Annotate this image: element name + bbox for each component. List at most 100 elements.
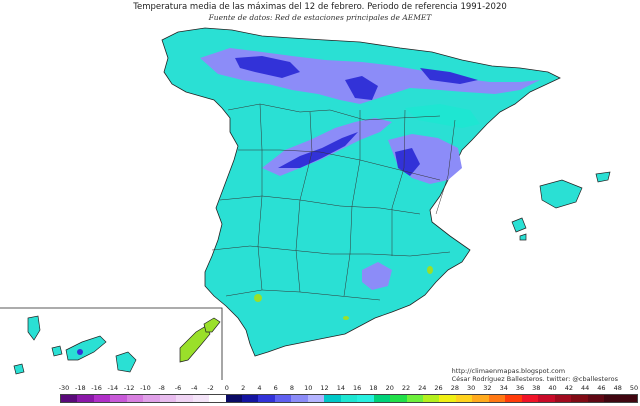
canary-islands-inset [0, 307, 223, 380]
legend-swatch [143, 395, 160, 402]
legend-swatch [390, 395, 407, 402]
la-palma [27, 315, 41, 341]
north-very-cold-2 [345, 76, 378, 100]
legend-label: 22 [401, 384, 411, 392]
legend-label: -10 [140, 384, 151, 392]
formentera [519, 233, 527, 241]
map-subtitle: Fuente de datos: Red de estaciones princ… [208, 13, 432, 22]
legend-swatch [93, 395, 111, 402]
legend-label: -8 [158, 384, 165, 392]
legend-label: -14 [107, 384, 119, 392]
sistema-central-very-cold [278, 132, 358, 168]
legend-label: 34 [499, 384, 508, 392]
la-gomera [51, 345, 63, 357]
legend-swatch [340, 395, 358, 402]
legend-swatch [373, 395, 391, 402]
tenerife [65, 335, 107, 361]
legend-swatch [159, 395, 177, 402]
legend-label: 48 [613, 384, 622, 392]
legend-label: 8 [289, 384, 295, 392]
legend-swatch [488, 395, 506, 402]
el-hierro [13, 363, 25, 375]
legend-label: 4 [257, 384, 262, 392]
credits-author: César Rodríguez Ballesteros. twitter: @c… [451, 375, 618, 383]
legend-label: -18 [74, 384, 86, 392]
legend-swatch [77, 395, 94, 402]
legend-label: 16 [353, 384, 362, 392]
legend-swatch [110, 395, 127, 402]
legend-swatch [241, 395, 259, 402]
legend-swatch [61, 395, 78, 402]
credits-url: http://climaenmapas.blogspot.com [451, 367, 566, 375]
ibiza [511, 217, 527, 233]
legend-swatch [209, 395, 226, 402]
legend-swatch [274, 395, 292, 402]
legend-label: -16 [91, 384, 102, 392]
legend-label: -30 [58, 384, 70, 392]
legend-swatch [521, 395, 539, 402]
legend-label: 2 [241, 384, 246, 392]
malaga-warm-spot [343, 316, 349, 320]
north-very-cold-3 [420, 68, 478, 84]
map-title: Temperatura media de las máximas del 12 … [133, 2, 507, 12]
legend-label: 30 [467, 384, 476, 392]
legend-swatch [571, 395, 588, 402]
guadalquivir-warm-spot [254, 294, 262, 302]
lanzarote [203, 317, 221, 333]
almeria-warm-spot [427, 266, 433, 274]
legend-swatch [505, 395, 522, 402]
legend-label: 26 [434, 384, 443, 392]
legend-swatch [554, 395, 572, 402]
legend-labels: -30 -18 -16 -14 -12 -10 -8 -6 -4 -2 0 2 4 6 8 10 12 14 16 1… [58, 384, 639, 393]
legend-swatch [225, 395, 242, 402]
legend-label: 40 [548, 384, 557, 392]
legend-label: 6 [273, 384, 278, 392]
legend-swatch [587, 395, 604, 402]
legend-swatch [324, 395, 341, 402]
legend-label: 38 [532, 384, 541, 392]
sierra-nevada-cold-zone [362, 262, 392, 290]
legend-label: 24 [418, 384, 427, 392]
inset-frame [0, 307, 223, 380]
legend-swatch [357, 395, 374, 402]
legend-swatch [406, 395, 423, 402]
legend-swatch [422, 395, 440, 402]
legend-swatch [307, 395, 325, 402]
legend-label: -2 [207, 384, 214, 392]
credits-block: http://climaenmapas.blogspot.com César R… [452, 367, 618, 383]
legend-colorbar [60, 394, 638, 403]
legend-label: 44 [581, 384, 590, 392]
legend-label: 36 [515, 384, 525, 392]
ebro-valley [405, 104, 480, 128]
legend-swatch [538, 395, 555, 402]
legend-label: 12 [320, 384, 329, 392]
legend-label: 46 [597, 384, 606, 392]
legend-label: 18 [369, 384, 378, 392]
legend-swatch [192, 395, 210, 402]
color-legend: -30 -18 -16 -14 -12 -10 -8 -6 -4 -2 0 2 4 6 8 10 12 14 16 1… [58, 384, 639, 404]
mallorca [539, 179, 583, 209]
fuerteventura [179, 325, 211, 363]
legend-swatch [176, 395, 193, 402]
legend-label: 28 [450, 384, 459, 392]
legend-label: 42 [564, 384, 573, 392]
legend-swatch [258, 395, 275, 402]
legend-label: 10 [304, 384, 313, 392]
province-borders [211, 103, 456, 301]
legend-swatch [472, 395, 489, 402]
legend-label: 32 [483, 384, 492, 392]
legend-label: 50 [629, 384, 639, 392]
legend-swatch [291, 395, 308, 402]
legend-label: -12 [123, 384, 135, 392]
legend-label: -4 [191, 384, 198, 392]
legend-label: 20 [385, 384, 394, 392]
legend-label: -6 [174, 384, 182, 392]
legend-label: 0 [224, 384, 229, 392]
legend-swatch [455, 395, 473, 402]
legend-swatch [620, 395, 637, 402]
menorca [595, 171, 611, 183]
iberico-very-cold [395, 148, 420, 176]
gran-canaria [115, 351, 137, 373]
legend-swatch [603, 395, 621, 402]
